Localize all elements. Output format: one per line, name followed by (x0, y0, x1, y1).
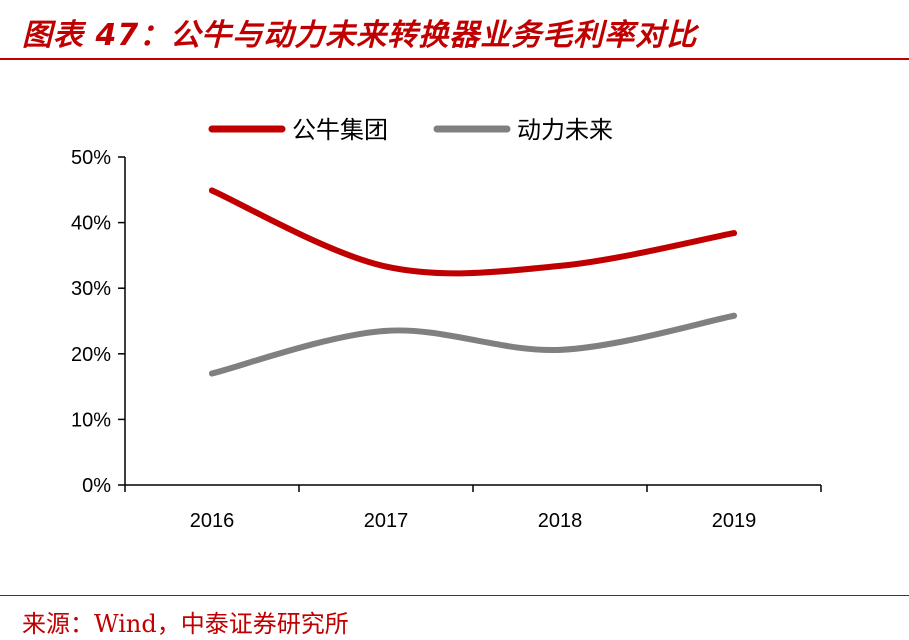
y-tick-label: 20% (71, 344, 111, 366)
source-divider (0, 595, 909, 596)
x-tick-label: 2017 (364, 510, 409, 532)
y-tick-label: 30% (71, 278, 111, 300)
axes: 0% 10% 20% 30% 40% 50% 2016 2017 2018 2019 (71, 147, 822, 532)
y-tick-label: 0% (82, 475, 111, 497)
chart-title: 图表 47：公牛与动力未来转换器业务毛利率对比 (22, 18, 698, 53)
x-tick-label: 2019 (712, 510, 757, 532)
data-point (731, 230, 737, 237)
data-point (383, 263, 389, 270)
data-point (383, 327, 389, 334)
series-line-1 (209, 312, 737, 377)
series-line-0 (209, 187, 737, 277)
x-tick-label: 2018 (538, 510, 583, 532)
legend-label-1: 动力未来 (517, 116, 613, 144)
legend-label-0: 公牛集团 (292, 116, 388, 144)
y-tick-label: 10% (71, 409, 111, 431)
legend: 公牛集团 动力未来 (208, 116, 613, 144)
data-point (209, 187, 215, 194)
title-divider (0, 58, 909, 60)
series-lines (209, 187, 737, 377)
data-point (731, 312, 737, 319)
x-tick-label: 2016 (190, 510, 235, 532)
data-point (557, 346, 563, 353)
source-note: 来源：Wind，中泰证券研究所 (22, 610, 349, 638)
y-tick-label: 50% (71, 147, 111, 169)
y-tick-label: 40% (71, 213, 111, 235)
data-point (209, 370, 215, 377)
data-point (557, 262, 563, 269)
line-chart: 0% 10% 20% 30% 40% 50% 2016 2017 2018 2019 公牛集团 动力… (71, 116, 822, 532)
